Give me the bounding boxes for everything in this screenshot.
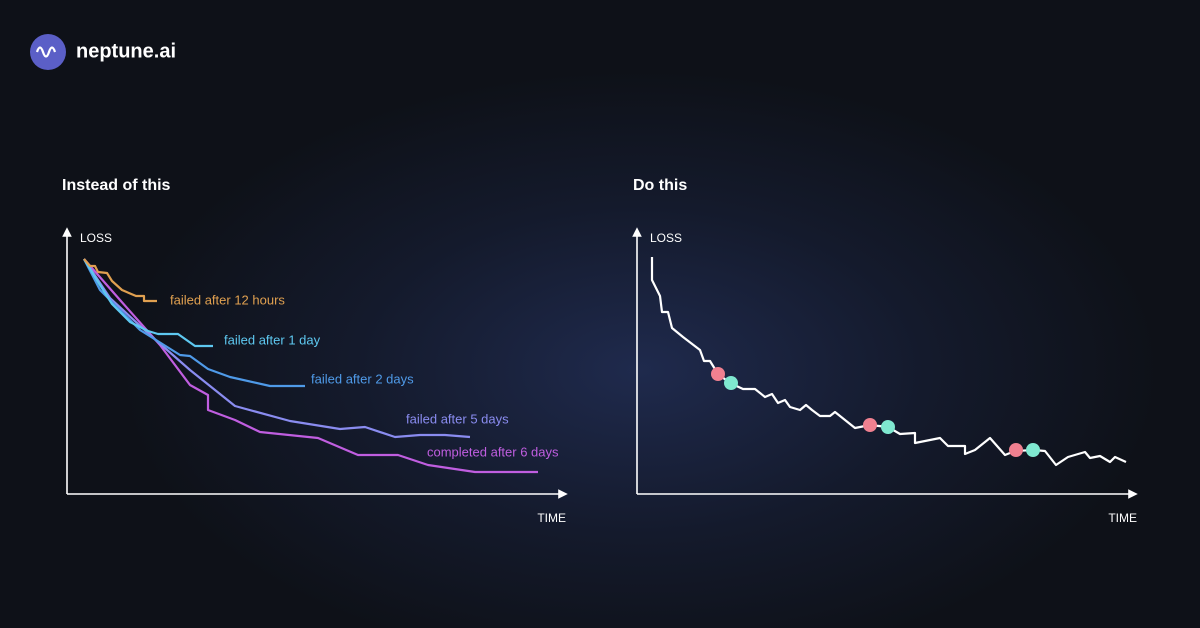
- run-label: failed after 2 days: [311, 371, 414, 386]
- run-label: failed after 12 hours: [170, 292, 285, 307]
- resume-dot: [1026, 443, 1040, 457]
- logo-wave: [35, 46, 57, 58]
- x-axis-label: TIME: [1108, 511, 1137, 525]
- run-line: [83, 258, 213, 348]
- run-label: failed after 1 day: [224, 332, 321, 347]
- panel-title: Instead of this: [62, 177, 171, 194]
- resume-dot: [724, 376, 738, 390]
- run-label: failed after 5 days: [406, 411, 509, 426]
- brand[interactable]: neptune.ai: [76, 40, 176, 62]
- run-line: [83, 258, 305, 388]
- y-axis-label: LOSS: [650, 231, 682, 245]
- panel-title: Do this: [633, 177, 687, 194]
- run-line: [83, 258, 471, 439]
- resume-dot: [881, 420, 895, 434]
- run-label: completed after 6 days: [427, 444, 559, 459]
- y-axis-label: LOSS: [80, 231, 112, 245]
- checkpoint-dot: [711, 367, 725, 381]
- run-line: [83, 258, 157, 303]
- run-line: [83, 258, 538, 474]
- continued-run-line: [650, 257, 1127, 467]
- checkpoint-dot: [1009, 443, 1023, 457]
- checkpoint-dot: [863, 418, 877, 432]
- x-axis-label: TIME: [537, 511, 566, 525]
